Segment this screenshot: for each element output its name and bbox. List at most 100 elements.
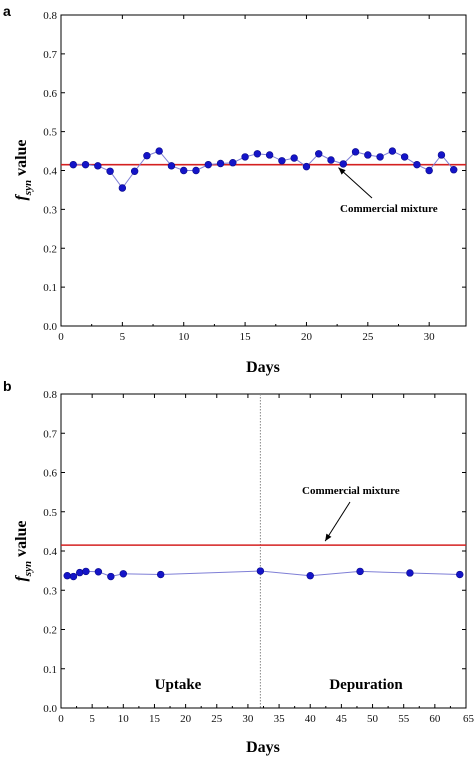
panel-a-y-axis-title: fsyn value <box>13 139 34 200</box>
b-data-point <box>107 572 115 581</box>
a-data-point <box>253 150 262 158</box>
a-y-tick-label: 0.6 <box>43 88 57 100</box>
b-data-point <box>406 569 414 577</box>
panel-b-series <box>63 567 464 581</box>
b-x-tick-label: 45 <box>336 713 348 725</box>
a-data-point <box>265 151 274 159</box>
panel-b: b 0.0 0.1 0.2 0.3 0.4 0.5 0.6 0.7 0.8 0 5 10 15 20 25… <box>3 378 474 756</box>
a-data-point <box>339 160 347 168</box>
b-data-point <box>69 572 78 581</box>
a-data-point <box>204 160 212 169</box>
a-data-point <box>94 162 102 170</box>
a-data-point <box>241 153 249 161</box>
panel-a-y-axis-title-main: f <box>13 194 30 201</box>
b-x-tick-label: 15 <box>149 713 161 725</box>
a-x-tick-label: 30 <box>424 331 436 343</box>
a-data-point <box>278 157 286 165</box>
a-data-point <box>69 160 77 169</box>
b-x-tick-label: 20 <box>180 713 192 725</box>
b-y-tick-label: 0.1 <box>43 664 57 676</box>
a-data-point <box>118 184 127 192</box>
a-y-tick-label: 0.2 <box>43 243 57 255</box>
a-data-point <box>81 160 90 169</box>
a-y-tick-label: 0.1 <box>43 282 57 294</box>
panel-b-plot-frame <box>60 393 467 709</box>
b-data-point <box>256 567 265 575</box>
panel-a: a 0.0 0.1 0.2 0.3 0.4 0.5 0.6 0.7 0.8 0 5 10 15 20 25… <box>3 3 467 376</box>
a-data-point <box>425 166 433 175</box>
a-data-point <box>192 166 200 175</box>
panel-b-x-axis-title: Days <box>246 739 280 756</box>
panel-b-y-axis-title-rest: value <box>13 520 30 556</box>
panel-b-region-depuration: Depuration <box>329 677 403 693</box>
panel-a-y-axis: 0.0 0.1 0.2 0.3 0.4 0.5 0.6 0.7 0.8 <box>43 10 466 333</box>
a-data-point <box>216 159 225 168</box>
a-data-point <box>180 166 188 175</box>
a-data-point <box>130 167 139 175</box>
panel-b-annotation: Commercial mixture <box>302 485 400 542</box>
b-x-tick-label: 50 <box>367 713 379 725</box>
b-y-tick-label: 0.0 <box>43 703 57 715</box>
a-data-point <box>302 162 311 171</box>
a-x-tick-label: 10 <box>178 331 190 343</box>
a-data-point <box>450 166 458 174</box>
a-x-tick-label: 15 <box>240 331 252 343</box>
a-data-point <box>388 147 397 155</box>
b-x-tick-label: 30 <box>242 713 254 725</box>
b-data-point <box>456 570 464 579</box>
a-y-tick-label: 0.7 <box>43 49 57 61</box>
a-data-point <box>106 167 114 175</box>
a-data-point <box>400 153 409 161</box>
a-data-point <box>290 154 298 162</box>
a-data-point <box>167 162 176 170</box>
a-annotation-arrowhead <box>338 167 346 175</box>
a-y-tick-label: 0.4 <box>43 166 57 178</box>
panel-a-label: a <box>3 3 11 19</box>
panel-b-y-axis: 0.0 0.1 0.2 0.3 0.4 0.5 0.6 0.7 0.8 <box>43 389 466 715</box>
b-data-point <box>119 570 128 578</box>
panel-b-y-axis-title-sub: syn <box>22 561 34 577</box>
panel-a-series <box>69 147 458 192</box>
a-data-point <box>364 151 372 159</box>
b-x-tick-label: 5 <box>89 713 95 725</box>
a-data-point <box>413 160 421 169</box>
b-y-tick-label: 0.5 <box>43 507 57 519</box>
b-y-tick-label: 0.7 <box>43 428 57 440</box>
a-y-tick-label: 0.5 <box>43 127 57 139</box>
panel-a-annotation: Commercial mixture <box>338 167 438 215</box>
a-x-tick-label: 25 <box>362 331 374 343</box>
b-annotation-arrow <box>324 501 351 542</box>
panel-a-annotation-label: Commercial mixture <box>340 203 438 215</box>
b-data-point <box>63 572 71 580</box>
a-x-tick-label: 20 <box>301 331 313 343</box>
panel-a-x-axis: 0 5 10 15 20 25 30 <box>58 15 435 343</box>
panel-b-region-uptake: Uptake <box>155 677 202 693</box>
b-y-tick-label: 0.4 <box>43 546 57 558</box>
b-y-tick-label: 0.8 <box>43 389 57 401</box>
a-y-tick-label: 0.0 <box>43 321 57 333</box>
b-data-point <box>82 567 90 576</box>
a-y-tick-label: 0.8 <box>43 10 57 22</box>
a-x-tick-label: 0 <box>58 331 64 343</box>
b-data-point <box>75 568 84 577</box>
panel-b-x-axis: 0 5 10 15 20 25 30 35 40 45 50 55 60 65 <box>58 394 474 725</box>
a-y-tick-label: 0.3 <box>43 204 57 216</box>
a-x-tick-label: 5 <box>120 331 126 343</box>
a-data-point <box>437 151 446 159</box>
b-data-point <box>94 568 103 576</box>
b-data-point <box>356 567 364 576</box>
b-x-tick-label: 55 <box>398 713 410 725</box>
b-x-tick-label: 60 <box>429 713 441 725</box>
a-data-point <box>351 148 360 156</box>
b-data-point <box>156 570 165 579</box>
panel-b-annotation-label: Commercial mixture <box>302 485 400 497</box>
a-data-point <box>229 159 237 167</box>
b-x-tick-label: 0 <box>58 713 64 725</box>
a-data-point <box>155 147 163 155</box>
b-x-tick-label: 25 <box>211 713 223 725</box>
a-data-point <box>376 153 384 161</box>
b-y-tick-label: 0.6 <box>43 468 57 480</box>
panel-a-y-axis-title-sub: syn <box>22 180 34 196</box>
a-data-point <box>327 156 335 164</box>
